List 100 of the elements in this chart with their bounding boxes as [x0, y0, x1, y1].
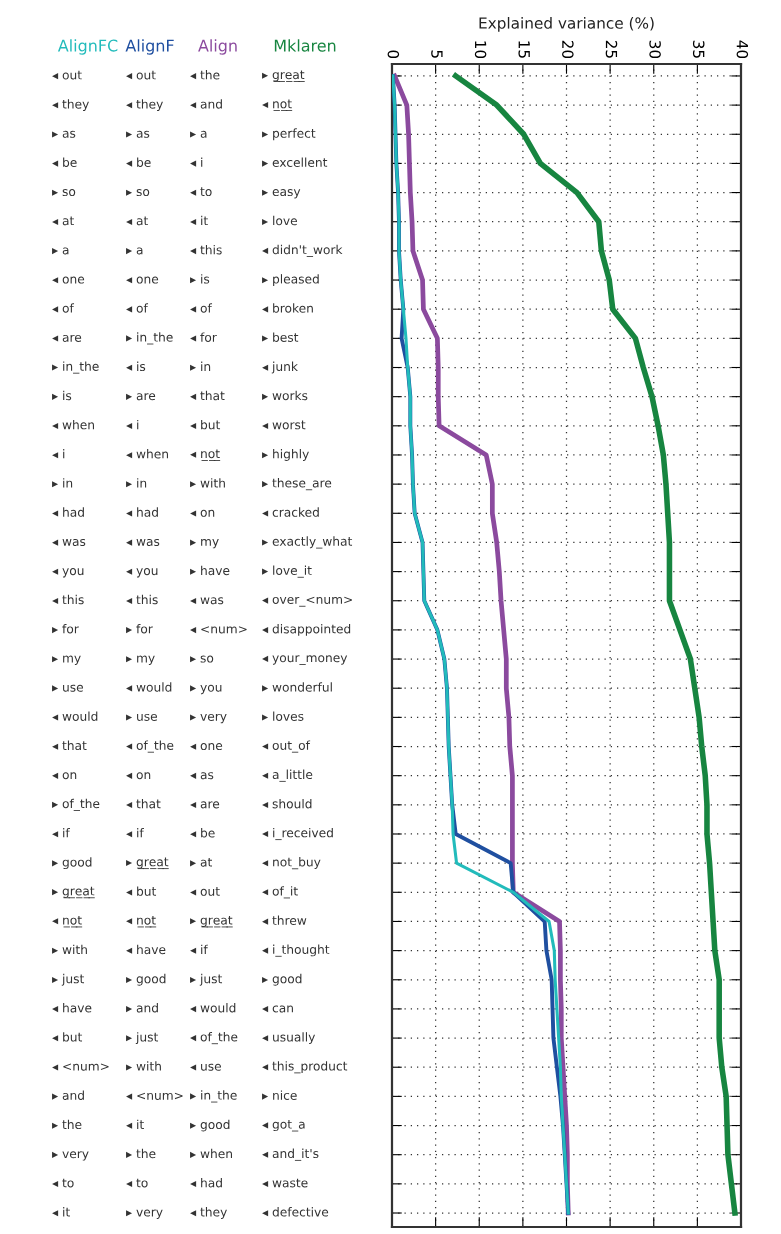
- text: ◂ would: [52, 711, 98, 721]
- text: ◂ you: [52, 568, 84, 578]
- text: ▸ in_the: [52, 361, 99, 374]
- text: Mklaren: [274, 39, 336, 52]
- text: ◂ they: [52, 99, 89, 112]
- text: ◂ junk: [262, 361, 298, 374]
- text: ▸ a: [126, 247, 143, 255]
- text: ▸ in_the: [126, 332, 173, 345]
- text: ◂ worst: [262, 420, 306, 430]
- text: ◂ <num>: [52, 1063, 109, 1071]
- x-tick-label: 25: [605, 40, 618, 58]
- text: ▸ just: [52, 973, 85, 986]
- text: ▸ exactly_what: [262, 536, 353, 549]
- text: ▸ for: [126, 623, 153, 634]
- text: ◂ one: [190, 743, 223, 751]
- text: ◂ be: [190, 828, 215, 838]
- text: ▸ you: [190, 684, 222, 695]
- text: ◂ of_the: [126, 740, 174, 753]
- text: ▸ and: [52, 1090, 84, 1100]
- text: ◂ be: [126, 157, 151, 167]
- text: ◂ of_it: [262, 886, 298, 899]
- text: ◂ and: [190, 99, 222, 109]
- text: ◂ if: [52, 828, 70, 838]
- text: ◂ had: [190, 1177, 222, 1188]
- text: ◂ when: [52, 419, 94, 430]
- text: ▸ best: [262, 332, 299, 342]
- text: ◂ was: [190, 597, 224, 605]
- text: ▸ in: [52, 478, 73, 488]
- text: ◂ cracked: [262, 507, 319, 517]
- text: ▸ highly: [262, 449, 309, 461]
- text: ◂ out_of: [262, 740, 311, 753]
- text: ▸ so: [190, 655, 214, 663]
- text: ◂ at: [126, 216, 149, 226]
- text: ▸ pleased: [262, 274, 319, 286]
- text: ▸ just: [126, 1032, 159, 1044]
- text: ▸ wonderful: [262, 682, 332, 692]
- text: ◂ broken: [262, 303, 313, 313]
- text: ◂ have: [52, 1003, 92, 1013]
- x-tick-label: 0: [387, 50, 400, 59]
- text: AlignF: [125, 39, 174, 55]
- text: ◂ to: [126, 1178, 148, 1188]
- text: ▸ love_it: [262, 565, 312, 578]
- text: ◂ n̲o̲t̲: [52, 915, 83, 928]
- text: ▸ use: [52, 684, 83, 692]
- text: ◂ they: [126, 99, 163, 112]
- text: ◂ had: [52, 507, 84, 517]
- text: ◂ on: [52, 772, 77, 780]
- text: ▸ use: [126, 713, 157, 721]
- text: ▸ good: [262, 973, 302, 986]
- text: ◂ didn't_work: [262, 244, 343, 257]
- text: ◂ for: [190, 332, 217, 342]
- text: ◂ <num>: [126, 1092, 183, 1100]
- text: ◂ is: [126, 361, 146, 372]
- text: ◂ of: [190, 303, 213, 313]
- x-tick-label: 40: [736, 40, 749, 59]
- text: ◂ i_received: [262, 827, 333, 841]
- text: ▸ just: [190, 973, 223, 986]
- text: ◂ that: [126, 798, 161, 809]
- text: ◂ to: [190, 187, 212, 197]
- text: ◂ be: [52, 157, 77, 167]
- text: ▸ with: [190, 478, 225, 488]
- text: ◂ that: [52, 740, 87, 751]
- text: ◂ would: [190, 1003, 236, 1013]
- text: ▸ the: [52, 1119, 82, 1130]
- text: ▸ are: [126, 393, 156, 401]
- text: ◂ defective: [262, 1207, 329, 1217]
- text: ▸ with: [126, 1061, 161, 1071]
- text: ◂ waste: [262, 1178, 308, 1188]
- text: ◂ got_a: [262, 1119, 305, 1132]
- text: ▸ is: [190, 274, 210, 284]
- text: ◂ i_thought: [262, 944, 330, 957]
- text: ▸ the: [126, 1148, 156, 1159]
- text: ◂ one: [126, 276, 159, 284]
- text: ▸ works: [262, 390, 308, 401]
- text: ◂ your_money: [262, 655, 348, 665]
- text: Align: [198, 39, 237, 55]
- x-tick-label: 15: [518, 41, 530, 58]
- text: ▸ is: [52, 390, 72, 401]
- text: ◂ use: [190, 1063, 221, 1071]
- text: ▸ for: [52, 623, 79, 634]
- text: ◂ of: [52, 303, 75, 313]
- text: ◂ out: [190, 887, 220, 896]
- text: ◂ as: [190, 772, 214, 780]
- text: ▸ as: [126, 130, 150, 138]
- text: ◂ one: [52, 276, 85, 284]
- text: ◂ can: [262, 1005, 293, 1013]
- text: ◂ to: [52, 1178, 74, 1188]
- text: ◂ the: [190, 70, 220, 80]
- text: ▸ very: [52, 1151, 89, 1161]
- text: ◂ but: [126, 886, 157, 896]
- text: ◂ i: [52, 449, 65, 459]
- text: ◂ are: [190, 801, 220, 809]
- text: ▸ nice: [262, 1090, 297, 1100]
- text: ▸ these_are: [262, 478, 332, 491]
- text: ◂ of_the: [190, 1031, 238, 1045]
- text: ◂ on: [126, 772, 151, 780]
- text: ◂ if: [126, 828, 144, 838]
- text: ◂ out: [126, 70, 156, 80]
- text: ▸ loves: [262, 711, 304, 721]
- text: ▸ a: [190, 130, 207, 138]
